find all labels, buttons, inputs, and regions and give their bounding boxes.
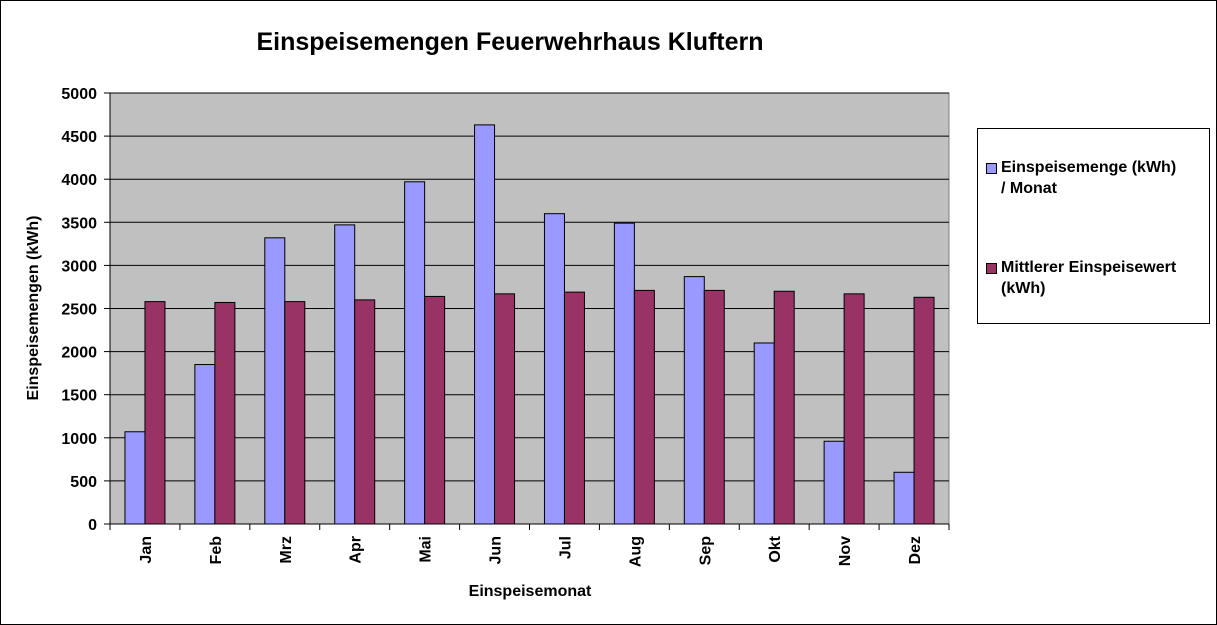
bars <box>124 124 935 525</box>
bar-einspeisemenge <box>264 237 286 525</box>
bar-mittlerer <box>843 293 865 525</box>
bar-einspeisemenge <box>194 364 216 525</box>
bar-einspeisemenge <box>823 440 845 525</box>
legend-label-einspeisemenge: Einspeisemenge (kWh) / Monat <box>1001 159 1177 197</box>
x-tick-label: Mai <box>418 536 435 563</box>
x-tick-label: Jul <box>557 536 574 559</box>
x-tick-label: Mrz <box>278 536 295 564</box>
legend-swatch-einspeisemenge <box>986 163 997 174</box>
y-axis-label: Einspeisemengen (kWh) <box>25 216 42 401</box>
bar-einspeisemenge <box>124 431 146 525</box>
x-tick-label: Apr <box>348 536 365 564</box>
legend-item-mittlerer: Mittlerer Einspeisewert (kWh) <box>986 257 1211 299</box>
y-tick-label: 3500 <box>61 215 97 232</box>
bar-einspeisemenge <box>334 224 356 525</box>
x-tick-labels: Jan Feb Mrz Apr Mai Jun Jul Aug Sep Okt Nov Dez <box>138 535 924 567</box>
bar-mittlerer <box>144 301 166 525</box>
x-tick-label: Aug <box>627 536 644 567</box>
x-tick-label: Dez <box>907 536 924 564</box>
bar-mittlerer <box>214 301 236 525</box>
y-tick-labels: 0 500 1000 1500 2000 2500 3000 3500 4000 4500 5000 <box>61 86 97 534</box>
bar-einspeisemenge <box>683 276 705 525</box>
y-tick-label: 500 <box>70 474 97 491</box>
bar-einspeisemenge <box>474 124 496 525</box>
x-tick-label: Nov <box>837 536 854 566</box>
bar-mittlerer <box>424 295 446 525</box>
bar-mittlerer <box>494 293 516 525</box>
gridlines <box>110 92 949 482</box>
bar-mittlerer <box>563 291 585 525</box>
x-axis-label: Einspeisemonat <box>469 583 592 600</box>
y-tick-label: 4000 <box>61 172 97 189</box>
legend: Einspeisemenge (kWh) / Monat Mittlerer E… <box>977 128 1210 324</box>
bar-einspeisemenge <box>543 213 565 525</box>
y-tick-label: 3000 <box>61 258 97 275</box>
y-tick-label: 2500 <box>61 302 97 319</box>
y-tick-label: 0 <box>88 517 97 534</box>
y-tick-label: 2000 <box>61 345 97 362</box>
bar-einspeisemenge <box>753 342 775 525</box>
bar-mittlerer <box>913 296 935 525</box>
x-tick-label: Feb <box>208 536 225 565</box>
chart-title: Einspeisemengen Feuerwehrhaus Kluftern <box>256 28 763 56</box>
x-tick-label: Jan <box>138 536 155 564</box>
bar-einspeisemenge <box>613 222 635 525</box>
legend-swatch-mittlerer <box>986 263 997 274</box>
legend-item-einspeisemenge: Einspeisemenge (kWh) / Monat <box>986 157 1211 199</box>
x-tick-label: Okt <box>767 535 784 562</box>
y-tick-label: 1500 <box>61 388 97 405</box>
x-tick-label: Jun <box>488 536 505 564</box>
axes <box>104 92 950 530</box>
bar-mittlerer <box>773 290 795 525</box>
bar-einspeisemenge <box>404 181 426 525</box>
bar-mittlerer <box>284 301 306 525</box>
bar-einspeisemenge <box>893 471 915 525</box>
y-tick-label: 4500 <box>61 129 97 146</box>
bar-mittlerer <box>633 289 655 525</box>
y-tick-label: 5000 <box>61 86 97 103</box>
y-tick-label: 1000 <box>61 431 97 448</box>
bar-mittlerer <box>703 289 725 525</box>
x-tick-label: Sep <box>697 536 714 566</box>
bar-mittlerer <box>354 299 376 525</box>
legend-label-mittlerer: Mittlerer Einspeisewert (kWh) <box>1001 259 1177 297</box>
